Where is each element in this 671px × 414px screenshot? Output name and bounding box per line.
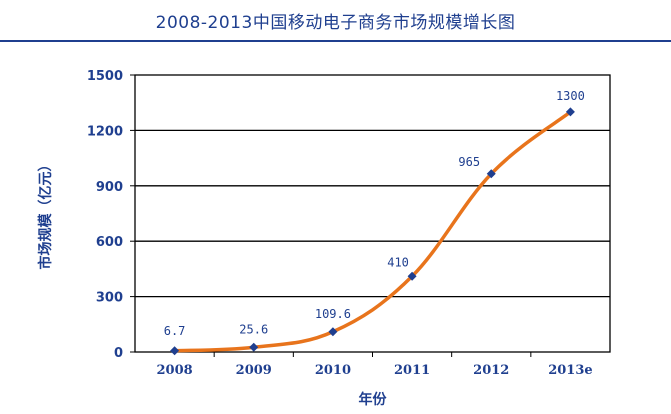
data-point [170, 346, 180, 356]
y-tick-label: 600 [96, 235, 123, 250]
y-axis-ticks: 0 300 600 900 1200 1500 [87, 69, 135, 361]
data-point [328, 327, 338, 337]
x-tick-label: 2010 [315, 363, 351, 378]
x-tick-label: 2013e [548, 363, 592, 378]
title-divider [0, 40, 671, 42]
x-tick-label: 2012 [473, 363, 509, 378]
x-tick-label: 2008 [156, 363, 192, 378]
y-axis-label: 市场规模（亿元） [37, 158, 54, 270]
y-tick-label: 0 [114, 346, 123, 361]
gridlines [135, 129, 610, 298]
data-labels: 6.7 25.6 109.6 410 965 1300 [164, 89, 585, 338]
x-axis-label: 年份 [359, 391, 388, 408]
x-tick-label: 2011 [394, 363, 430, 378]
x-axis-ticks: 2008 2009 2010 2011 2012 2013e [156, 352, 593, 378]
data-label: 109.6 [315, 307, 351, 321]
data-point [486, 169, 496, 179]
y-tick-label: 1200 [87, 124, 123, 139]
y-tick-label: 900 [96, 180, 123, 195]
y-tick-label: 300 [96, 291, 123, 306]
data-markers [170, 107, 575, 356]
data-point [565, 107, 575, 117]
data-point [407, 271, 417, 281]
chart-title: 2008-2013中国移动电子商务市场规模增长图 [155, 13, 516, 33]
data-label: 1300 [556, 89, 585, 103]
data-label: 25.6 [239, 322, 268, 336]
series-line [172, 110, 573, 353]
y-tick-label: 1500 [87, 69, 123, 84]
x-tick-label: 2009 [236, 363, 272, 378]
data-label: 410 [387, 255, 409, 269]
data-point [249, 342, 259, 352]
data-label: 6.7 [164, 324, 186, 338]
data-label: 965 [458, 155, 480, 169]
